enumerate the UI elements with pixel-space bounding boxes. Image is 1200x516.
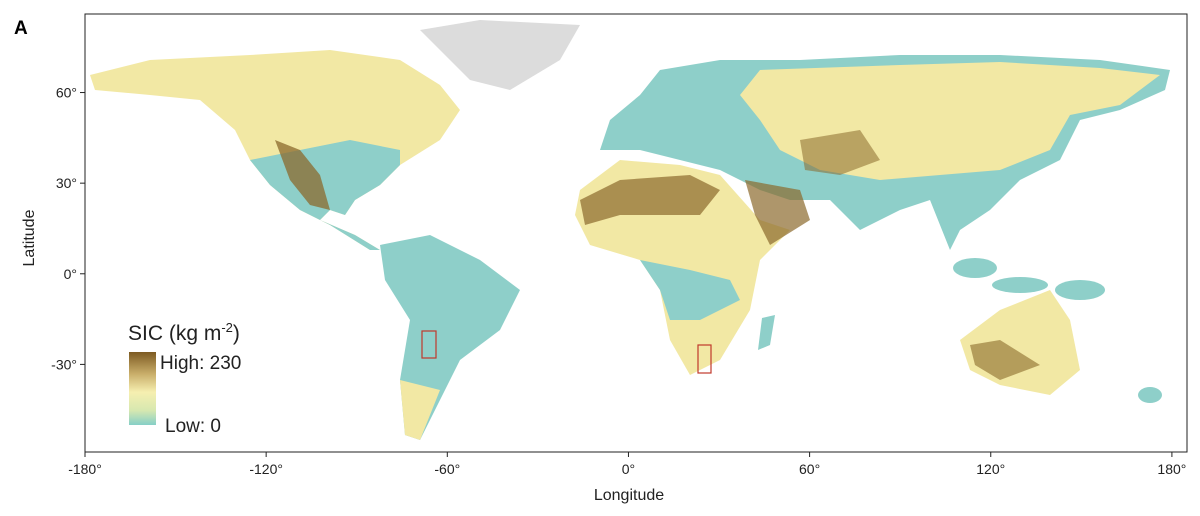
legend-title-end: ): [233, 322, 240, 345]
legend-high: High: 230: [160, 353, 241, 374]
legend-title-superscript: -2: [221, 320, 233, 335]
y-axis-label: Latitude: [21, 209, 38, 266]
x-tick-label: -60°: [434, 461, 460, 477]
x-tick-label: 0°: [622, 461, 635, 477]
legend-title: SIC (kg m-2): [128, 320, 240, 345]
x-tick-label: -180°: [68, 461, 102, 477]
y-tick-label: -30°: [51, 356, 77, 372]
y-tick-label: 30°: [56, 175, 77, 191]
legend: SIC (kg m-2) High: 230 Low: 0: [128, 320, 241, 437]
y-tick-label: 60°: [56, 85, 77, 101]
legend-low: Low: 0: [165, 416, 221, 437]
x-tick-label: 180°: [1157, 461, 1186, 477]
study-box: [697, 344, 712, 374]
x-axis-label: Longitude: [594, 487, 664, 504]
study-box: [421, 330, 437, 359]
panel-label: A: [14, 18, 28, 39]
y-tick-label: 0°: [64, 266, 77, 282]
legend-title-text: SIC (kg m: [128, 322, 221, 345]
x-tick-label: -120°: [249, 461, 283, 477]
land: [90, 20, 1170, 440]
x-tick-label: 120°: [976, 461, 1005, 477]
color-ramp: [129, 352, 156, 425]
x-tick-label: 60°: [799, 461, 820, 477]
